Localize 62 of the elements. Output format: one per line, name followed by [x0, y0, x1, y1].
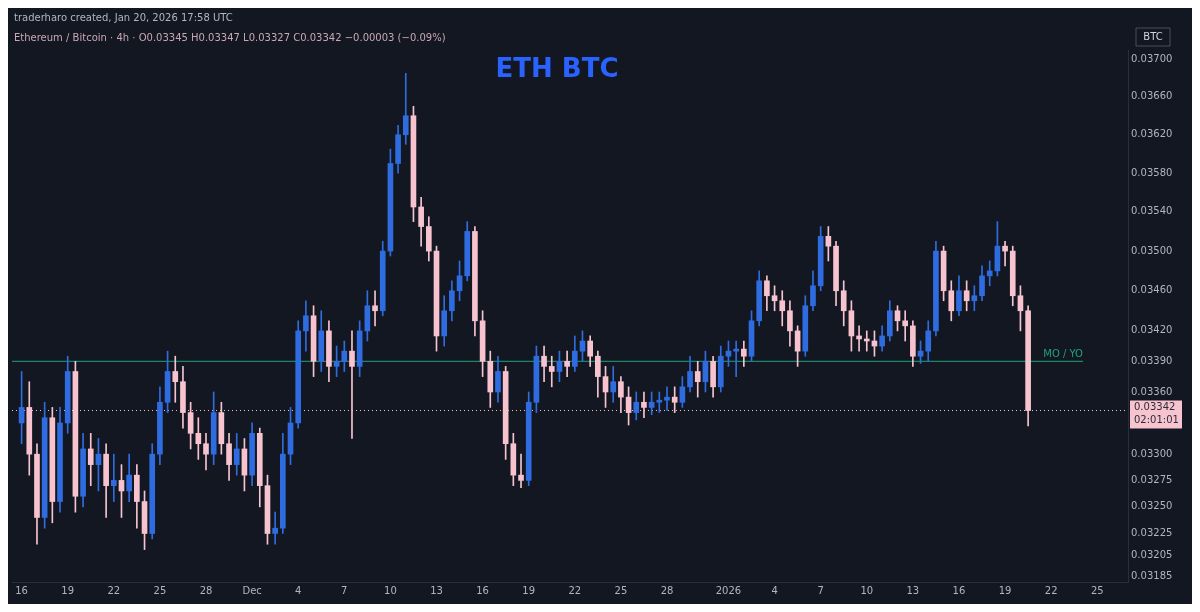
candlestick	[272, 511, 278, 545]
y-tick-label: 0.03420	[1131, 324, 1173, 336]
y-tick-label: 0.03460	[1131, 284, 1173, 296]
x-tick-label: 16	[952, 584, 966, 596]
x-tick-label: 7	[817, 584, 824, 596]
ref-line-label: MO / YO	[1043, 347, 1084, 359]
y-tick-label: 0.03390	[1131, 354, 1173, 366]
candlestick	[349, 330, 355, 439]
x-tick-label: 7	[341, 584, 348, 596]
y-tick-label: 0.03660	[1131, 90, 1173, 102]
candlestick	[902, 310, 909, 342]
candlestick	[548, 355, 555, 388]
candlestick	[518, 453, 524, 489]
x-tick-label: 25	[614, 584, 628, 596]
x-tick-label: 25	[153, 584, 167, 596]
text: traderharo created, Jan 20, 2026 17:58 UTC	[14, 11, 233, 23]
x-tick-label: Dec	[242, 584, 262, 596]
x-tick-label: 10	[384, 584, 397, 596]
candlestick	[110, 453, 117, 502]
candlestick	[195, 417, 202, 460]
x-tick-label: 25	[1090, 584, 1104, 596]
candlestick	[656, 391, 663, 413]
x-tick-label: 16	[15, 584, 28, 596]
x-tick-label: 2026	[715, 584, 742, 596]
x-tick-label: 19	[61, 584, 75, 596]
candlestick	[372, 290, 378, 327]
y-tick-label: 0.03360	[1131, 385, 1173, 397]
candlestick	[664, 386, 670, 411]
text: BTC	[1143, 30, 1163, 42]
chart-title: ETH BTC	[495, 52, 619, 83]
x-tick-label: 22	[568, 584, 582, 596]
y-tick-label: 0.03225	[1131, 527, 1173, 539]
x-tick-label: 16	[476, 584, 489, 596]
y-tick-label: 0.03500	[1131, 244, 1173, 256]
x-tick-label: 4	[295, 584, 302, 596]
ref-line-label: 0.03342	[1134, 401, 1176, 413]
x-tick-label: 22	[107, 584, 121, 596]
x-tick-label: 13	[430, 584, 443, 596]
text: 02:01:01	[1134, 414, 1179, 426]
x-tick-label: 13	[906, 584, 920, 596]
y-tick-label: 0.03250	[1131, 500, 1173, 512]
x-tick-label: 28	[199, 584, 213, 596]
x-tick-label: 28	[660, 584, 674, 596]
y-tick-label: 0.03700	[1131, 52, 1173, 64]
y-tick-label: 0.03300	[1131, 447, 1173, 459]
candlestick	[986, 260, 993, 287]
x-tick-label: 4	[771, 584, 778, 596]
chart-subtitle: Ethereum / Bitcoin · 4h · O0.03345 H0.03347 L0.03327 C0.03342 −0.00003 (−0.09%)	[14, 31, 446, 43]
y-tick-label: 0.03275	[1131, 474, 1173, 485]
y-tick-label: 0.03205	[1131, 548, 1173, 560]
candlestick	[172, 355, 179, 403]
x-tick-label: 19	[522, 584, 536, 596]
x-tick-label: 19	[998, 584, 1012, 596]
x-tick-label: 10	[860, 584, 874, 596]
x-tick-label: 22	[1044, 584, 1058, 596]
y-tick-label: 0.03620	[1131, 128, 1173, 140]
y-tick-label: 0.03185	[1131, 570, 1173, 582]
candlestick	[564, 350, 570, 377]
candlestick	[1002, 240, 1008, 267]
candlestick	[641, 391, 647, 419]
y-tick-label: 0.03540	[1131, 205, 1173, 217]
y-tick-label: 0.03580	[1131, 166, 1173, 178]
